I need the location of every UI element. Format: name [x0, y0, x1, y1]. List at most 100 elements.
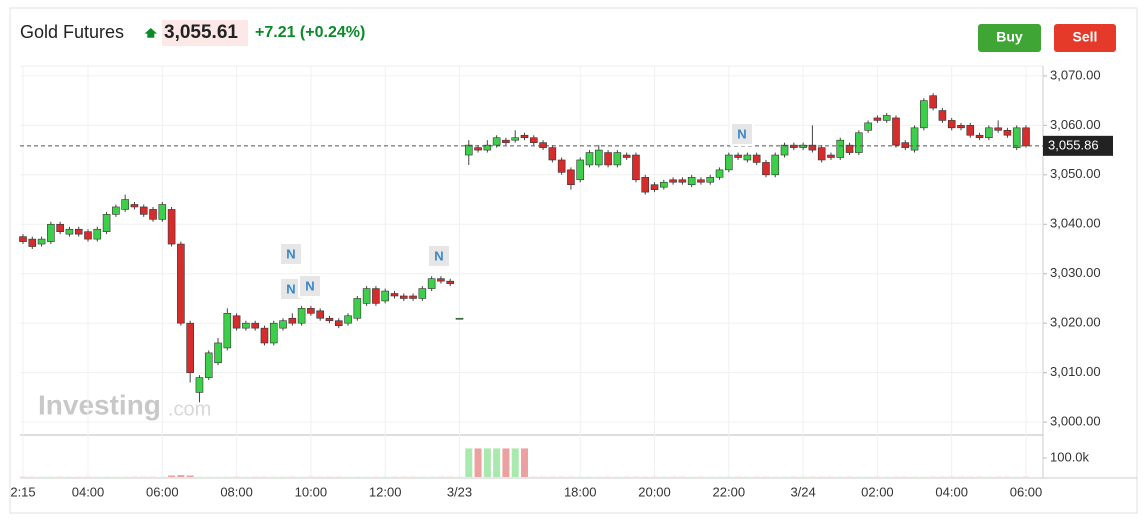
y-tick-label: 3,010.00 [1050, 364, 1101, 379]
candle-body [168, 209, 175, 244]
candle-body [586, 153, 593, 165]
candle-body [419, 289, 426, 299]
last-price: 3,055.61 [164, 22, 238, 43]
candle-body [437, 279, 444, 281]
candle-body [345, 316, 352, 323]
candle-body [280, 321, 287, 328]
volume-bar [502, 448, 509, 477]
candle-body [651, 185, 658, 190]
volume-bar [484, 448, 491, 477]
news-marker: N [286, 246, 295, 261]
candle-body [233, 316, 240, 328]
news-marker: N [305, 278, 314, 293]
candle-body [242, 323, 249, 328]
sell-label: Sell [1073, 29, 1098, 45]
candle-body [595, 150, 602, 165]
up-arrow [145, 28, 158, 38]
candle-body [94, 229, 101, 239]
candle-body [196, 378, 203, 393]
x-tick-label: 08:00 [220, 484, 253, 499]
buy-label: Buy [996, 29, 1023, 45]
candle-body [948, 120, 955, 127]
candle-body [781, 145, 788, 155]
candle-body [512, 138, 519, 140]
volume-bar [465, 448, 472, 477]
candle-body [957, 125, 964, 127]
candle-body [354, 298, 361, 318]
candle-body [660, 182, 667, 187]
x-tick-label: 06:00 [1010, 484, 1043, 499]
y-tick-label: 3,030.00 [1050, 265, 1101, 280]
sell-button[interactable]: Sell [1054, 24, 1116, 52]
candle-body [911, 128, 918, 150]
candle-body [995, 128, 1002, 130]
y-tick-label: 3,060.00 [1050, 117, 1101, 132]
candle-body [632, 155, 639, 180]
candle-body [558, 160, 565, 172]
candle-body [47, 224, 54, 241]
candle-body [883, 115, 890, 120]
volume-bar [493, 448, 500, 477]
candle-body [298, 308, 305, 323]
candle-body [772, 155, 779, 175]
instrument-name: Gold Futures [20, 22, 124, 42]
watermark-brand: Investing [38, 389, 161, 420]
x-tick-label: 10:00 [295, 484, 328, 499]
candle-body [177, 244, 184, 323]
candle-body [939, 111, 946, 121]
volume-bar [512, 448, 519, 477]
candle-body [465, 145, 472, 155]
y-tick-label: 3,070.00 [1050, 67, 1101, 82]
candle-body [605, 153, 612, 165]
candle-body [66, 229, 73, 234]
volume-bar [187, 475, 194, 477]
candle-body [307, 308, 314, 313]
candle-body [1013, 128, 1020, 148]
candle-body [215, 343, 222, 363]
price-change: +7.21 (+0.24%) [255, 24, 365, 41]
candle-body [326, 318, 333, 320]
candle-body [1023, 128, 1030, 146]
x-tick-label: 2:15 [10, 484, 35, 499]
candle-body [1004, 130, 1011, 135]
candle-body [670, 180, 677, 182]
x-tick-label: 06:00 [146, 484, 179, 499]
candle-body [725, 155, 732, 170]
candle-body [530, 138, 537, 143]
last-price-label: 3,055.86 [1048, 137, 1099, 152]
volume-tick-label: 100.0k [1050, 449, 1090, 464]
candle-body [140, 207, 147, 214]
candle-body [855, 133, 862, 153]
candle-body [38, 239, 45, 244]
candle-body [270, 323, 277, 343]
candle-body [716, 170, 723, 177]
news-marker: N [286, 281, 295, 296]
candle-body [762, 162, 769, 174]
watermark-domain: .com [168, 398, 211, 420]
candle-body [317, 311, 324, 318]
candle-body [103, 214, 110, 231]
candle-body [57, 224, 64, 231]
candle-body [400, 296, 407, 298]
buy-button[interactable]: Buy [978, 24, 1041, 52]
candle-body [920, 101, 927, 128]
candle-body [688, 177, 695, 184]
candle-body [614, 153, 621, 165]
candle-body [623, 155, 630, 157]
candle-body [577, 160, 584, 180]
candle-body [679, 180, 686, 182]
candle-body [827, 155, 834, 157]
candle-body [753, 155, 760, 162]
x-tick-label: 3/24 [790, 484, 815, 499]
volume-bar [168, 475, 175, 477]
candle-body [85, 232, 92, 239]
candle-body [818, 148, 825, 160]
candle-body [902, 143, 909, 148]
candle-body [502, 140, 509, 142]
candle-body [382, 291, 389, 301]
x-tick-label: 3/23 [447, 484, 472, 499]
candle-body [865, 123, 872, 130]
candle-body [493, 138, 500, 145]
